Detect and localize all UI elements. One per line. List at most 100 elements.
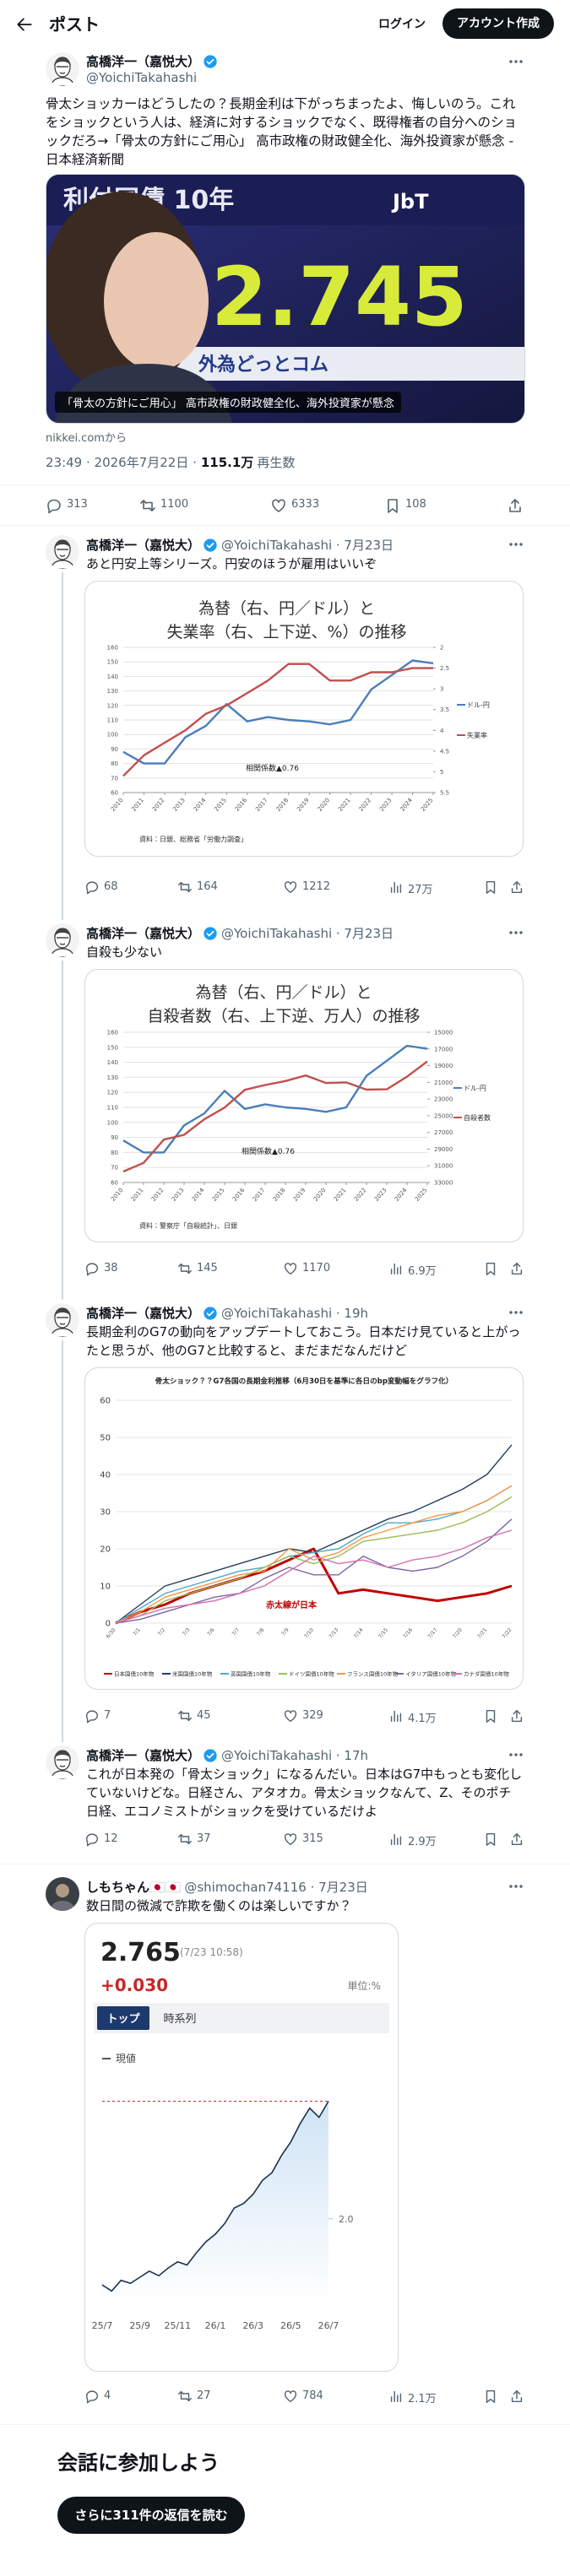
avatar[interactable]: [46, 1303, 79, 1337]
legend-label: イタリア国債10年物: [405, 1670, 457, 1678]
bookmark-button[interactable]: [483, 879, 498, 895]
bookmark-button[interactable]: [483, 1832, 498, 1847]
more-button[interactable]: [507, 1877, 525, 1896]
avatar[interactable]: [46, 52, 79, 86]
y-tick-label: 40: [100, 1471, 111, 1480]
avatar-hair: [54, 928, 71, 937]
chart-title: 骨太ショック？？G7各国の長期金利推移（6月30日を基準に各日のbp変動幅をグラ…: [155, 1376, 453, 1386]
like-button[interactable]: [283, 879, 298, 895]
signup-button[interactable]: アカウント作成: [442, 8, 554, 39]
y-tick-label: 80: [111, 760, 118, 767]
x-tick-label: 7/20: [452, 1627, 464, 1640]
annotation-bg: [263, 1599, 326, 1611]
reply-button[interactable]: [46, 497, 62, 514]
share-button[interactable]: [509, 1708, 524, 1724]
more-button[interactable]: [507, 923, 525, 942]
chart-card[interactable]: 為替（右、円／ドル）と 自殺者数（右、上下逆、万人）の推移 60 70 80 90 100 1…: [84, 969, 524, 1242]
y2-tick-label: 3.5: [440, 706, 449, 713]
share-button[interactable]: [509, 879, 524, 895]
chart-card[interactable]: 2.765 (7/23 10:58) +0.030 単位:% トップ 時系列 2.0 25/7…: [84, 1923, 399, 2372]
reply-glyph: [47, 499, 61, 514]
like-button[interactable]: [283, 1832, 298, 1847]
repost-button[interactable]: [177, 1832, 193, 1847]
reply-button[interactable]: [84, 2389, 100, 2404]
legend-label: カナダ国債10年物: [464, 1670, 509, 1678]
views-button[interactable]: [388, 2389, 404, 2404]
y2-tick-label: 19000: [434, 1063, 453, 1069]
avatar[interactable]: [46, 1745, 79, 1779]
chart-source: 資料：日銀、総務省「労働力調査」: [139, 835, 247, 843]
more-dot: [519, 543, 523, 546]
repost-button[interactable]: [177, 1708, 193, 1724]
chart-annotation: 相関係数▲0.76: [246, 763, 299, 773]
reply-glyph: [85, 1833, 99, 1847]
login-button[interactable]: ログイン: [378, 18, 426, 31]
more-button[interactable]: [507, 535, 525, 554]
y-tick-label: 120: [107, 1090, 118, 1096]
avatar[interactable]: [46, 923, 79, 957]
back-button[interactable]: [15, 15, 34, 34]
share-button[interactable]: [509, 1832, 524, 1847]
more-replies-button[interactable]: さらに311件の返信を読む: [57, 2497, 245, 2534]
more-dot: [509, 60, 513, 63]
y-tick-label: 90: [111, 746, 118, 753]
share-button[interactable]: [509, 1261, 524, 1276]
like-button[interactable]: [283, 1261, 298, 1276]
x-tick-label: 2022: [353, 1187, 368, 1203]
more-button[interactable]: [507, 1745, 525, 1764]
stat-count: 1170: [302, 1262, 331, 1274]
name-text: 高橋洋一（嘉悦大）: [86, 1748, 201, 1763]
views-button[interactable]: [388, 1708, 404, 1724]
badge-check: [206, 930, 214, 937]
y-tick-label: 70: [111, 775, 118, 782]
like-glyph: [284, 1263, 297, 1275]
repost-button[interactable]: [177, 879, 193, 895]
stat-count: 315: [302, 1832, 323, 1845]
share-glyph: [511, 1832, 523, 1846]
stat-count: 313: [67, 498, 88, 511]
share-button[interactable]: [509, 2389, 524, 2404]
chart-annotation: 赤太線が日本: [265, 1599, 318, 1610]
repost-button[interactable]: [177, 1261, 193, 1276]
like-button[interactable]: [283, 1708, 298, 1724]
repost-button[interactable]: [177, 2389, 193, 2404]
chart-card[interactable]: 骨太ショック？？G7各国の長期金利推移（6月30日を基準に各日のbp変動幅をグラ…: [84, 1367, 524, 1690]
like-button[interactable]: [283, 2389, 298, 2404]
reply-text: これが日本発の「骨太ショック」になるんだい。日本はG7中もっとも変化していないけ…: [86, 1767, 523, 1819]
views-button[interactable]: [388, 1832, 404, 1847]
repost-button[interactable]: [139, 497, 156, 514]
y-tick-label: 150: [107, 659, 118, 666]
chart-card[interactable]: 為替（右、円／ドル）と 失業率（右、上下逆、%）の推移 60 70 80 90 100 110…: [84, 581, 524, 857]
reply-button[interactable]: [84, 879, 100, 895]
reply-button[interactable]: [84, 1708, 100, 1724]
chart: 骨太ショック？？G7各国の長期金利推移（6月30日を基準に各日のbp変動幅をグラ…: [100, 1376, 513, 1678]
more-button[interactable]: [507, 1303, 525, 1322]
bookmark-button[interactable]: [384, 497, 401, 514]
more-dot: [514, 1885, 518, 1888]
avatar-art: [46, 1745, 79, 1779]
repost-glyph: [178, 2390, 192, 2402]
like-button[interactable]: [270, 497, 287, 514]
views-button[interactable]: [388, 1261, 404, 1276]
reply-button[interactable]: [84, 1832, 100, 1847]
bookmark-button[interactable]: [483, 2389, 498, 2404]
series-line: [115, 1496, 513, 1624]
more-button[interactable]: [507, 52, 525, 71]
reply-button[interactable]: [84, 1261, 100, 1276]
y2-tick-label: 25000: [434, 1112, 453, 1119]
badge-check: [206, 542, 214, 549]
divider: [0, 2424, 570, 2425]
avatar-hair: [54, 1308, 71, 1317]
share-button[interactable]: [507, 497, 524, 514]
avatar[interactable]: [46, 1877, 79, 1911]
y-tick-label: 140: [107, 1059, 118, 1066]
avatar[interactable]: [46, 535, 79, 569]
x-tick-label: 7/8: [256, 1627, 266, 1637]
views-button[interactable]: [388, 879, 404, 895]
bookmark-button[interactable]: [483, 1708, 498, 1724]
bookmark-button[interactable]: [483, 1261, 498, 1276]
stat-count: 4: [104, 2389, 111, 2402]
